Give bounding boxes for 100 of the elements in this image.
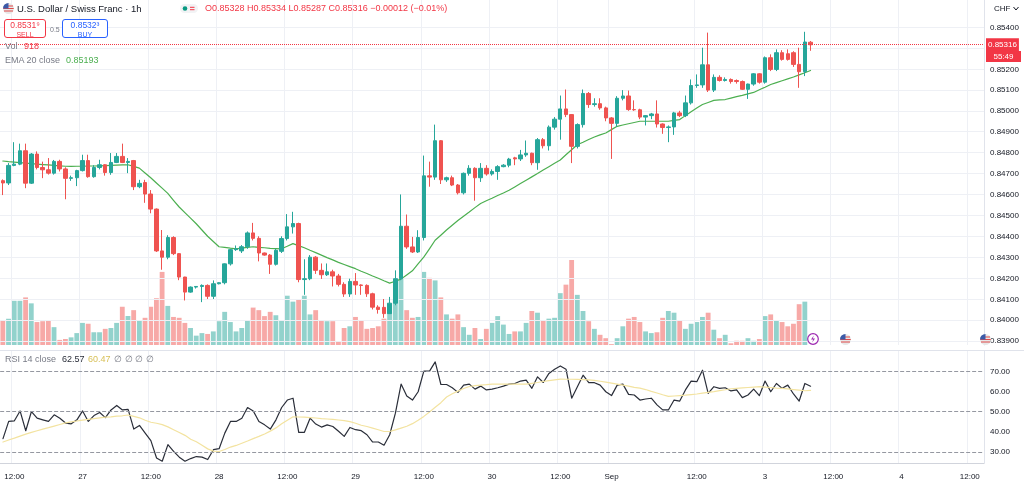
bar [296,299,302,345]
y-tick-label: 0.85100 [990,85,1020,95]
candlestick [803,31,807,77]
x-tick-label: 28 [214,471,225,481]
candlestick [621,89,625,101]
candlestick [444,176,449,183]
bar [483,328,489,345]
y-tick-label: 0.84200 [990,273,1020,283]
y-tick-label: 0.85000 [990,106,1020,116]
bar [705,312,711,345]
x-tick-label: 30 [487,471,498,481]
annotation: 0.85193 [66,55,99,66]
bar [131,310,137,345]
annotation: 918 [24,41,40,52]
bar [23,297,29,345]
bar [205,333,211,345]
candlestick [29,152,34,185]
candlestick [439,139,443,185]
y-tick-label: 0.84000 [990,315,1020,325]
y-tick-label: 0.84100 [990,294,1020,304]
candlestick [638,108,642,120]
bar [717,338,722,345]
candlestick [325,262,329,277]
bar [512,331,518,345]
candlestick [456,183,460,195]
x-tick-label: 12:00 [413,471,435,481]
candlestick [1,178,5,196]
y-tick-label: 0.84400 [990,231,1020,241]
y-tick-label: 0.84900 [990,127,1020,137]
candlestick [23,143,28,189]
bar [119,306,125,345]
candlestick [484,164,489,177]
candlestick [763,55,767,85]
candlestick [137,179,142,189]
line-series [2,69,812,284]
annotation: RSI 14 close [5,354,57,365]
x-tick-label: 27 [78,471,88,481]
x-tick-label: 29 [351,471,361,481]
annotation: EMA 20 close [5,55,61,66]
y-tick-label: 50.00 [990,407,1011,417]
bar [535,312,540,345]
bar [0,320,6,345]
candlestick [296,222,301,283]
candlestick [530,152,534,166]
x-tick-label: 12:00 [140,471,162,481]
candlestick [166,234,170,260]
y-tick-label: 70.00 [990,366,1011,376]
x-tick-label: 12:00 [277,471,298,481]
bar [28,303,34,345]
y-tick-label: 40.00 [990,427,1011,437]
annotation: 0.8531⁹ [9,20,41,31]
x-tick-label: 4 [899,471,905,481]
annotation: Vol [5,41,18,52]
bar [444,314,449,345]
bar [85,323,91,345]
ref-line-label: 0.85316 [988,40,1018,50]
candlestick [541,137,545,149]
candlestick [183,276,187,301]
x-tick-label: 12:00 [550,471,571,481]
y-tick-label: 0.84500 [990,210,1020,220]
candlestick [200,283,204,303]
candlestick [615,95,619,128]
y-tick-label: 0.84700 [990,169,1020,179]
bar [432,280,438,345]
candlestick [535,137,540,171]
y-tick-label: 60.00 [990,386,1011,396]
candlestick [677,110,682,118]
annotation: ∅ ∅ ∅ ∅ [114,354,154,365]
candlestick [808,40,813,52]
bar [540,320,546,345]
y-tick-label: 0.84600 [990,189,1020,199]
x-tick-label: 12:00 [959,471,981,481]
y-tick-label: 0.83900 [990,336,1020,346]
bar [438,297,444,345]
chart-title: U.S. Dollar / Swiss Franc · 1h [17,3,142,14]
candlestick [422,155,426,241]
y-tick-label: 0.84800 [990,148,1020,158]
candlestick [586,91,591,109]
candlestick [382,298,386,319]
bar [591,328,597,345]
annotation: 0.8532³ [69,20,101,31]
bar [136,320,142,345]
annotation: O0.85328 H0.85334 L0.85287 C0.85316 −0.00012 (−0.01%) [205,3,448,14]
text: 55:49 [986,51,1021,62]
candlestick [598,97,602,111]
annotation: 62.57 [62,354,85,365]
candlestick [251,222,255,241]
candlestick [348,278,352,298]
line-series [2,378,812,453]
bar [768,314,774,345]
candlestick [131,159,136,191]
x-tick-label: Sep [604,471,620,481]
candlestick [427,161,432,188]
candlestick [416,229,420,254]
candlestick [768,53,773,72]
bar [677,320,683,345]
x-tick-label: 3 [762,471,768,481]
candlestick [780,49,784,62]
candlestick [757,72,762,85]
bar [773,320,779,345]
